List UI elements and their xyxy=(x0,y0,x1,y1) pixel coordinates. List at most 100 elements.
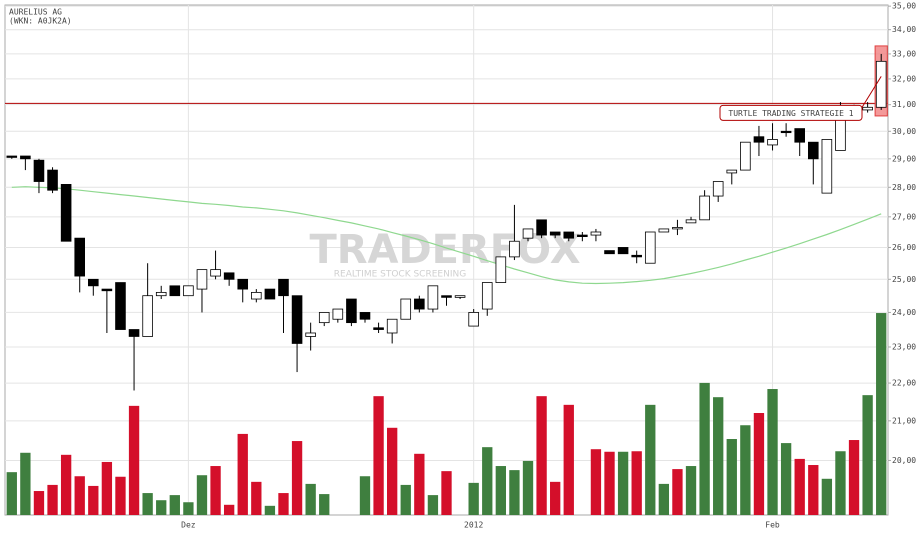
candle-body xyxy=(536,219,547,236)
candle-body xyxy=(590,231,602,236)
volume-bar xyxy=(88,485,99,515)
volume-bar xyxy=(210,466,221,515)
candle-body xyxy=(644,231,656,264)
volume-bar xyxy=(658,483,670,515)
candle-body xyxy=(712,181,724,197)
candle-body xyxy=(88,278,99,287)
watermark-brand: TRADERFOX xyxy=(309,227,580,273)
y-tick-label: 29,00 xyxy=(892,154,916,163)
volume-bar xyxy=(604,451,615,515)
candle-body xyxy=(522,228,534,239)
volume-bar xyxy=(264,505,276,515)
y-tick-label: 27,00 xyxy=(892,212,916,221)
candle-body xyxy=(318,312,330,324)
candle-body xyxy=(6,155,18,158)
y-tick-label: 31,00 xyxy=(892,100,916,109)
volume-bar xyxy=(386,427,398,515)
volume-bar xyxy=(128,405,140,515)
volume-bar xyxy=(699,382,710,515)
candle-body xyxy=(875,60,887,108)
volume-bar xyxy=(767,389,778,515)
volume-bar xyxy=(33,491,45,515)
y-tick-label: 35,00 xyxy=(892,2,916,11)
volume-bar xyxy=(495,466,507,515)
volume-bar xyxy=(848,440,860,515)
volume-bar xyxy=(862,395,873,515)
y-tick-label: 20,00 xyxy=(892,456,916,465)
volume-bar xyxy=(223,504,235,515)
volume-bar xyxy=(780,443,792,515)
volume-bar xyxy=(47,484,58,515)
candle-body xyxy=(509,240,520,258)
volume-bar xyxy=(278,493,289,515)
candle-body xyxy=(658,228,670,233)
candle-body xyxy=(33,159,45,182)
candle-body xyxy=(142,295,153,337)
volume-bar xyxy=(60,454,72,515)
candle-body xyxy=(400,298,412,320)
candle-body xyxy=(495,256,507,283)
candle-body xyxy=(414,298,425,310)
volume-bar xyxy=(509,470,520,515)
volume-bar xyxy=(251,481,262,515)
candle-body xyxy=(767,139,778,146)
volume-bar xyxy=(835,451,846,515)
candle-body xyxy=(291,295,303,344)
candle-body xyxy=(20,155,31,160)
volume-bar xyxy=(617,451,629,515)
candle-body xyxy=(427,285,439,310)
candle-body xyxy=(183,285,194,297)
candle-body xyxy=(672,227,683,230)
volume-bar xyxy=(726,439,737,515)
candle-body xyxy=(74,237,86,277)
volume-bar xyxy=(196,475,208,515)
volume-bar xyxy=(101,461,113,515)
candle-body xyxy=(210,269,221,277)
candle-body xyxy=(549,231,561,236)
volume-bar xyxy=(563,404,574,515)
candle-body xyxy=(115,282,126,330)
volume-bar xyxy=(645,404,656,515)
candle-body xyxy=(685,219,697,224)
volume-bar xyxy=(794,458,805,515)
y-tick-label: 21,00 xyxy=(892,416,916,425)
candle-body xyxy=(441,295,452,298)
y-tick-label: 30,00 xyxy=(892,127,916,136)
volume-bar xyxy=(6,472,17,515)
volume-bar xyxy=(74,476,85,515)
candle-body xyxy=(699,195,710,221)
candle-body xyxy=(631,254,642,258)
y-tick-label: 32,00 xyxy=(892,74,916,83)
volume-bar xyxy=(156,500,167,515)
candle-body xyxy=(604,250,615,255)
candle-body xyxy=(223,272,235,280)
y-tick-label: 26,00 xyxy=(892,243,916,252)
chart-subtitle: (WKN: A0JK2A) xyxy=(9,17,72,26)
candle-body xyxy=(454,295,466,298)
volume-bar xyxy=(400,484,411,515)
volume-bar xyxy=(685,466,697,515)
candle-body xyxy=(807,141,819,160)
volume-bar xyxy=(237,433,248,515)
candle-body xyxy=(251,291,262,300)
candle-body xyxy=(794,128,805,143)
volume-bar xyxy=(305,483,316,515)
annotation-label: TURTLE TRADING STRATEGIE 1 xyxy=(728,109,853,118)
y-tick-label: 28,00 xyxy=(892,183,916,192)
annotation-connector xyxy=(861,76,882,108)
candle-body xyxy=(780,130,792,134)
volume-bar xyxy=(359,476,371,515)
annotation-box xyxy=(719,104,863,121)
candle-body xyxy=(60,184,72,242)
volume-bar xyxy=(876,313,887,515)
candle-body xyxy=(359,312,371,320)
x-tick-label: Feb xyxy=(765,521,780,530)
volume-bar xyxy=(427,495,439,515)
candle-body xyxy=(821,139,833,194)
x-tick-label: Dez xyxy=(181,521,196,530)
y-tick-label: 25,00 xyxy=(892,275,916,284)
volume-bar xyxy=(550,481,561,515)
candle-body xyxy=(47,169,58,191)
volume-bar xyxy=(536,396,547,515)
